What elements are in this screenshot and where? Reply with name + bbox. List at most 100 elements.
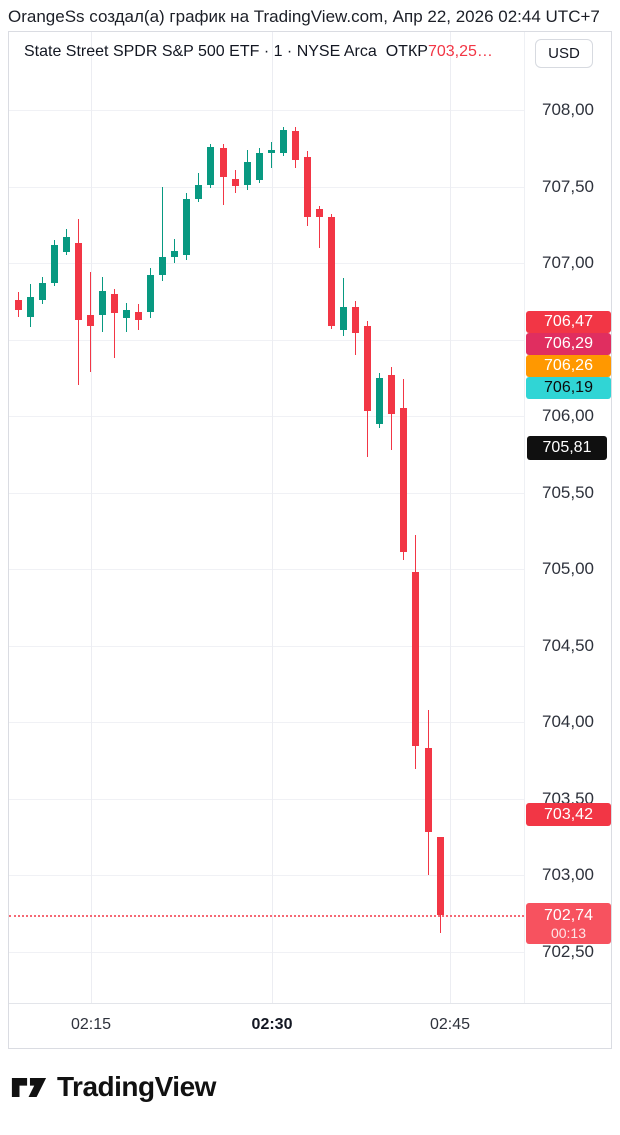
gridline-horizontal xyxy=(9,492,524,494)
candle-02:26 xyxy=(219,148,227,178)
candle-02:31 xyxy=(279,129,287,153)
tradingview-logo-icon xyxy=(11,1077,47,1097)
open-label: ОТКР xyxy=(385,43,428,60)
candle-02:23 xyxy=(183,198,191,256)
price-tick-label: 706,00 xyxy=(542,406,594,425)
candle-wick-02:30 xyxy=(270,142,272,169)
candle-02:16 xyxy=(98,290,106,315)
candle-02:11 xyxy=(38,282,46,300)
candle-02:35 xyxy=(328,217,336,326)
candle-02:36 xyxy=(340,307,348,331)
price-badge-706,26: 706,26 xyxy=(526,355,611,377)
gridline-horizontal xyxy=(9,339,524,341)
time-tick-label: 02:30 xyxy=(251,1016,293,1033)
badge-price-text: 706,19 xyxy=(544,379,593,397)
candle-02:34 xyxy=(316,209,323,218)
candle-02:38 xyxy=(364,325,372,412)
currency-button[interactable]: USD xyxy=(535,39,593,68)
candle-02:10 xyxy=(26,296,34,317)
candle-02:33 xyxy=(303,157,311,218)
candle-02:21 xyxy=(159,256,167,276)
gridline-vertical xyxy=(272,32,273,1003)
candle-02:30 xyxy=(267,149,275,153)
candle-02:43 xyxy=(424,748,432,833)
candle-02:24 xyxy=(195,184,203,199)
gridline-vertical xyxy=(450,32,451,1003)
price-badge-702,74: 702,74 00:13 xyxy=(526,903,611,944)
gridline-horizontal xyxy=(9,645,524,647)
candle-02:37 xyxy=(352,307,360,334)
price-badge-703,42: 703,42 xyxy=(526,803,611,826)
price-tick-label: 702,50 xyxy=(542,941,594,961)
price-badge-706,47: 706,47 xyxy=(526,311,611,333)
gridline-horizontal xyxy=(9,416,524,417)
price-tick-label: 703,50 xyxy=(542,788,594,808)
price-tick-label: 704,00 xyxy=(542,712,594,731)
symbol-title: State Street SPDR S&P 500 ETF · 1 · NYSE… xyxy=(24,43,493,61)
candle-02:32 xyxy=(291,131,299,161)
candle-02:13 xyxy=(62,236,70,253)
badge-price-text: 705,81 xyxy=(542,439,592,457)
time-tick-label: 02:15 xyxy=(70,1016,112,1033)
candle-02:28 xyxy=(243,162,251,185)
price-badge-705,81: 705,81 xyxy=(527,436,607,460)
candle-02:27 xyxy=(231,178,239,187)
gridline-horizontal xyxy=(9,186,524,188)
candle-wick-02:17 xyxy=(113,289,115,358)
candle-02:19 xyxy=(135,311,143,320)
price-tick-label: 703,00 xyxy=(542,865,594,884)
price-tick-label: 707,00 xyxy=(542,253,594,272)
gridline-horizontal xyxy=(9,798,524,800)
candle-02:44 xyxy=(436,836,444,915)
chart-container: State Street SPDR S&P 500 ETF · 1 · NYSE… xyxy=(8,31,612,1049)
candle-02:15 xyxy=(86,315,94,326)
candle-02:14 xyxy=(74,243,82,320)
price-tick-label: 707,50 xyxy=(542,176,594,196)
candle-wick-02:34 xyxy=(319,206,320,248)
gridline-horizontal xyxy=(9,263,524,264)
price-badge-706,29: 706,29 xyxy=(526,333,611,355)
candlestick-plot xyxy=(9,32,525,1003)
gridline-horizontal xyxy=(9,110,524,111)
badge-countdown-text: 00:13 xyxy=(550,924,587,941)
candle-02:17 xyxy=(110,293,118,314)
price-tick-label: 704,50 xyxy=(542,635,594,655)
tradingview-logo[interactable]: TradingView xyxy=(10,1071,620,1103)
last-price-line xyxy=(9,914,524,917)
gridline-horizontal xyxy=(9,722,524,723)
candle-02:39 xyxy=(376,377,384,424)
gridline-horizontal xyxy=(9,875,524,876)
symbol-description: State Street SPDR S&P 500 ETF · 1 · NYSE… xyxy=(24,43,377,60)
candle-02:22 xyxy=(171,250,179,257)
price-tick-label: 705,50 xyxy=(542,482,594,502)
snapshot-attribution: OrangeSs создал(а) график на TradingView… xyxy=(8,7,600,26)
candle-02:42 xyxy=(412,572,420,747)
candle-02:12 xyxy=(50,244,58,283)
badge-price-text: 706,47 xyxy=(544,313,593,331)
time-axis-separator xyxy=(9,1003,611,1004)
price-axis-separator xyxy=(524,32,525,1003)
badge-price-text: 706,29 xyxy=(544,335,593,353)
badge-price-text: 706,26 xyxy=(544,357,593,375)
price-tick-label: 708,00 xyxy=(542,100,594,119)
candle-02:18 xyxy=(123,310,131,319)
candle-02:20 xyxy=(147,275,155,312)
badge-price-text: 702,74 xyxy=(544,906,593,924)
candle-02:29 xyxy=(255,152,263,181)
gridline-horizontal xyxy=(9,569,524,570)
candle-02:09 xyxy=(14,299,22,311)
tradingview-logo-text: TradingView xyxy=(57,1071,216,1102)
price-tick-label: 705,00 xyxy=(542,559,594,578)
badge-price-text: 703,42 xyxy=(544,805,593,823)
candle-02:40 xyxy=(388,374,396,415)
candle-02:41 xyxy=(400,408,408,553)
gridline-horizontal xyxy=(9,951,524,953)
chart-title-row: State Street SPDR S&P 500 ETF · 1 · NYSE… xyxy=(9,32,611,72)
open-value: 703,25… xyxy=(427,43,493,60)
candle-02:25 xyxy=(207,146,215,185)
time-tick-label: 02:45 xyxy=(429,1016,471,1033)
candle-wick-02:21 xyxy=(162,186,164,282)
price-badge-706,19: 706,19 xyxy=(526,377,611,399)
gridline-vertical xyxy=(91,32,92,1003)
